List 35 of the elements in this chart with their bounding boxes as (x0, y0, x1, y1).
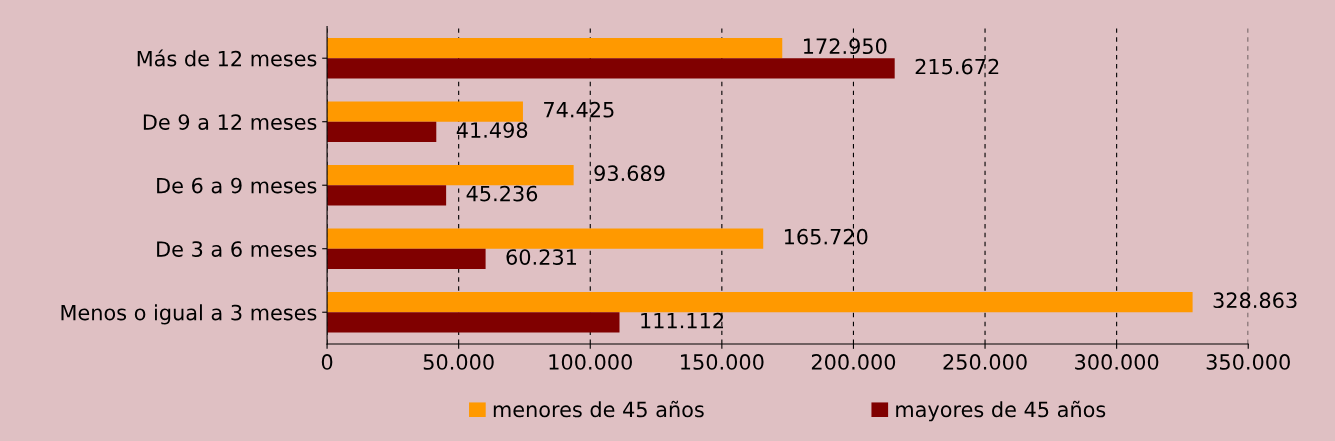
y-tick-label: De 6 a 9 meses (157, 177, 317, 194)
bar (327, 164, 574, 186)
y-tick-label: De 9 a 12 meses (143, 114, 317, 130)
data-label: 60.231 (506, 249, 577, 265)
x-tick-label: 50.000 (423, 354, 494, 370)
data-label: 172.950 (803, 38, 887, 55)
y-tick-label: Menos o igual a 3 meses (61, 304, 317, 325)
bar (327, 58, 895, 79)
data-label: 74.425 (544, 101, 614, 118)
x-tick-label: 0 (321, 354, 333, 370)
bar (327, 312, 620, 333)
data-label: 45.236 (466, 185, 538, 202)
x-tick-label: 350.000 (1206, 354, 1290, 370)
data-label: 93.689 (594, 165, 665, 182)
bar (327, 248, 486, 270)
x-tick-label: 200.000 (811, 354, 896, 370)
x-tick-label: 250.000 (943, 354, 1027, 370)
bar (327, 291, 1193, 313)
legend-label: menores de 45 años (493, 400, 704, 418)
data-label: 111.112 (641, 312, 724, 329)
bar (327, 121, 437, 143)
x-tick-label: 150.000 (681, 354, 764, 370)
data-label: 328.863 (1213, 292, 1297, 309)
data-label: 41.498 (456, 122, 528, 138)
bar (327, 37, 783, 59)
data-label: 215.672 (915, 58, 999, 75)
bar (327, 101, 523, 122)
legend-label: mayores de 45 años (896, 400, 1106, 422)
bar (327, 228, 764, 249)
x-tick-label: 300.000 (1075, 354, 1159, 370)
y-tick-label: De 3 a 6 meses (157, 241, 317, 257)
y-tick-label: Más de 12 meses (137, 49, 317, 67)
x-tick-label: 100.000 (549, 354, 632, 370)
bar (327, 185, 447, 206)
data-label: 165.720 (784, 228, 868, 245)
